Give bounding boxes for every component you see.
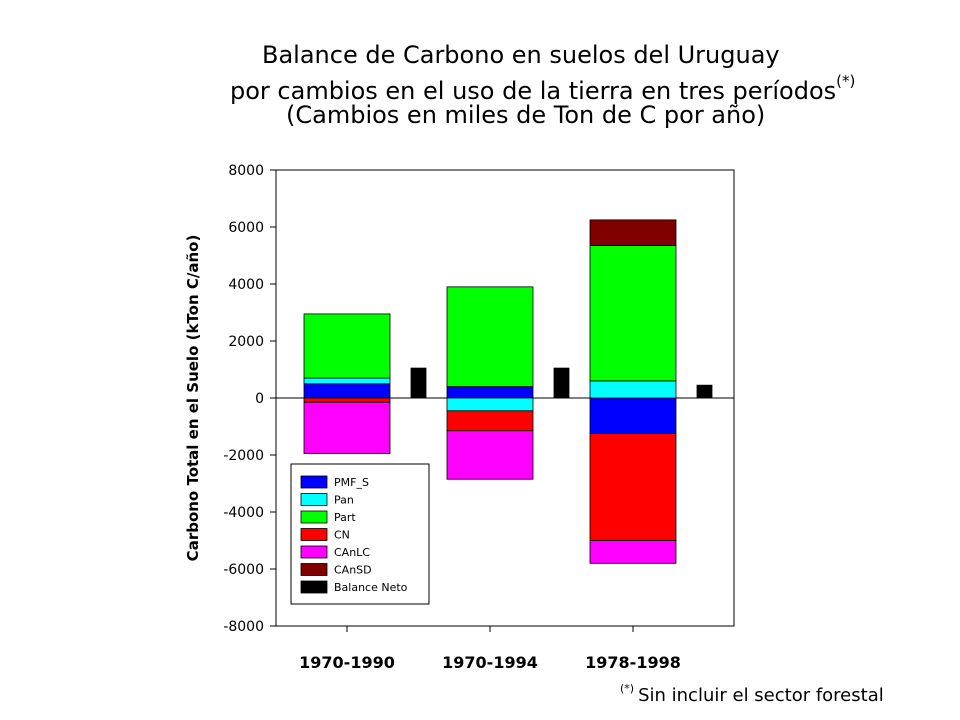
- legend-label: CAnLC: [334, 546, 370, 559]
- y-tick-label: -4000: [223, 505, 264, 521]
- x-category-label: 1978-1998: [585, 653, 681, 672]
- legend-label: Balance Neto: [334, 581, 408, 594]
- bar-canlc-1: [303, 401, 391, 454]
- bar-part-1: [303, 313, 391, 379]
- y-tick-label: -2000: [223, 448, 264, 464]
- bar-pmf-s-2: [446, 386, 534, 399]
- y-tick-label: 6000: [228, 220, 264, 236]
- legend-label: PMF_S: [334, 476, 369, 489]
- chart-title-line2: por cambios en el uso de la tierra en tr…: [230, 70, 855, 106]
- bar-pmf-s-1: [303, 383, 391, 399]
- legend: PMF_S Pan Part CN CAnLC CAnSD Balance Neto: [290, 463, 430, 605]
- bar-cn-2: [446, 410, 534, 432]
- legend-label: Part: [334, 511, 356, 524]
- legend-swatch: [300, 510, 328, 524]
- y-tick-label: -6000: [223, 562, 264, 578]
- bar-canlc-3: [589, 540, 677, 564]
- bar-cn-3: [589, 433, 677, 541]
- y-tick-label: 2000: [228, 334, 264, 350]
- legend-swatch: [300, 563, 328, 576]
- bar-pan-1: [303, 377, 391, 385]
- chart-title-footnote-mark: (*): [836, 72, 856, 90]
- footnote-mark: (*): [620, 682, 635, 695]
- chart-title-line3: (Cambios en miles de Ton de C por año): [286, 101, 766, 129]
- chart-title-line1: Balance de Carbono en suelos del Uruguay: [262, 41, 780, 69]
- x-category-label: 1970-1994: [442, 653, 538, 672]
- bar-cn-1: [303, 397, 391, 403]
- chart-title-line2-text: por cambios en el uso de la tierra en tr…: [230, 77, 837, 105]
- footnote: (*) Sin incluir el sector forestal: [620, 682, 884, 706]
- y-tick-label: -8000: [223, 619, 264, 635]
- legend-swatch: [300, 475, 328, 489]
- y-axis-label: Carbono Total en el Suelo (kTon C/año): [184, 235, 202, 562]
- bar-part-3: [589, 245, 677, 382]
- bar-balance-neto-2: [553, 367, 570, 399]
- legend-swatch: [300, 580, 328, 594]
- footnote-text: Sin incluir el sector forestal: [638, 685, 884, 706]
- bar-pmf-s-3: [589, 397, 677, 435]
- bars-group: [303, 219, 713, 564]
- x-axis: 1970-1990 1970-1994 1978-1998: [299, 626, 681, 672]
- legend-swatch: [300, 493, 328, 506]
- legend-label: CAnSD: [334, 564, 372, 577]
- bar-cansd-3: [589, 219, 677, 246]
- bar-part-2: [446, 286, 534, 388]
- bar-canlc-2: [446, 430, 534, 480]
- y-tick-label: 4000: [228, 277, 264, 293]
- legend-swatch: [300, 545, 328, 559]
- bar-pan-2: [446, 397, 534, 412]
- y-axis: 8000 6000 4000 2000 0 -2000 -4000 -6000 -8000: [223, 163, 734, 635]
- bar-pan-3: [589, 380, 677, 399]
- bar-balance-neto-3: [696, 384, 713, 399]
- x-category-label: 1970-1990: [299, 653, 395, 672]
- bar-balance-neto-1: [410, 367, 427, 399]
- legend-label: Pan: [334, 494, 354, 507]
- y-tick-label: 0: [255, 391, 264, 407]
- legend-swatch: [300, 528, 328, 541]
- y-tick-label: 8000: [228, 163, 264, 179]
- legend-label: CN: [334, 529, 350, 542]
